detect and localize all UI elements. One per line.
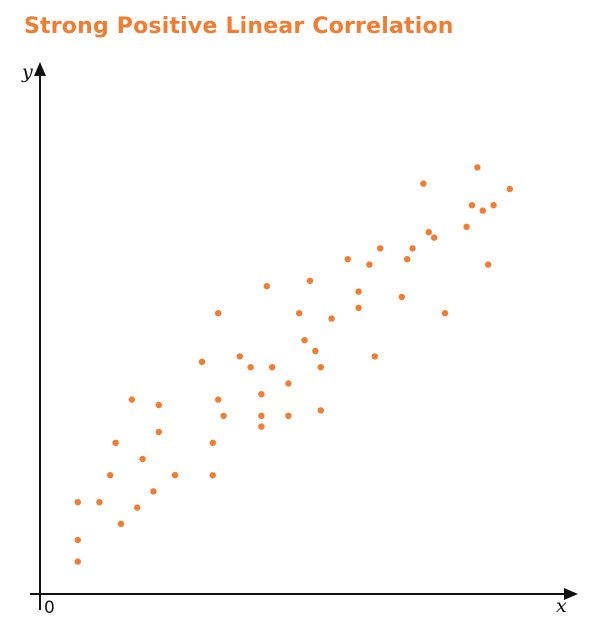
data-point-1: [74, 558, 82, 565]
data-point-49: [441, 310, 449, 317]
y-axis-arrow: [34, 62, 46, 76]
x-axis-arrow: [564, 588, 578, 600]
data-point-25: [258, 412, 265, 419]
data-point-48: [431, 234, 438, 241]
data-point-53: [479, 207, 486, 214]
data-point-32: [306, 277, 314, 284]
data-point-40: [366, 261, 373, 268]
data-point-27: [269, 364, 276, 371]
data-point-3: [74, 499, 82, 506]
data-point-45: [409, 245, 416, 252]
data-point-21: [236, 353, 243, 360]
data-point-47: [425, 229, 432, 236]
data-point-36: [328, 315, 335, 322]
data-point-28: [285, 380, 292, 387]
data-point-19: [220, 412, 227, 419]
data-point-29: [285, 412, 292, 419]
data-point-23: [258, 423, 265, 430]
data-point-14: [171, 472, 179, 479]
data-point-46: [420, 180, 427, 187]
data-point-11: [155, 401, 162, 409]
data-point-9: [128, 396, 135, 403]
chart-title: Strong Positive Linear Correlation: [24, 14, 454, 39]
data-point-6: [107, 472, 114, 479]
data-point-18: [215, 396, 222, 403]
x-axis-label: x: [556, 595, 567, 617]
data-point-12: [150, 488, 157, 495]
data-point-55: [490, 202, 497, 209]
data-point-56: [506, 185, 513, 193]
data-point-7: [112, 439, 119, 446]
data-point-33: [312, 347, 319, 355]
data-point-37: [344, 256, 351, 263]
data-point-42: [377, 245, 384, 252]
data-point-5: [117, 520, 125, 527]
data-point-50: [463, 223, 470, 230]
origin-label: 0: [44, 598, 55, 618]
data-point-31: [301, 337, 308, 344]
data-point-22: [247, 364, 254, 371]
data-point-20: [215, 310, 222, 317]
data-point-15: [198, 358, 206, 365]
data-point-4: [96, 499, 103, 506]
data-points: [74, 164, 513, 565]
data-point-8: [134, 504, 141, 511]
data-point-13: [155, 428, 162, 436]
data-point-54: [485, 261, 492, 268]
data-point-30: [296, 310, 303, 317]
data-point-35: [317, 407, 324, 414]
y-axis-label: y: [21, 61, 33, 83]
data-point-16: [209, 472, 216, 479]
data-point-41: [371, 353, 378, 360]
data-point-44: [404, 256, 411, 263]
data-point-24: [258, 391, 265, 398]
data-point-52: [474, 164, 481, 171]
data-point-38: [355, 304, 362, 311]
data-point-10: [139, 455, 146, 463]
data-point-39: [355, 288, 362, 295]
data-point-2: [74, 536, 82, 544]
data-point-43: [398, 293, 405, 301]
data-point-17: [209, 439, 216, 446]
axes: [30, 62, 578, 610]
data-point-51: [468, 202, 476, 209]
data-point-34: [317, 364, 324, 371]
data-point-26: [263, 283, 270, 290]
